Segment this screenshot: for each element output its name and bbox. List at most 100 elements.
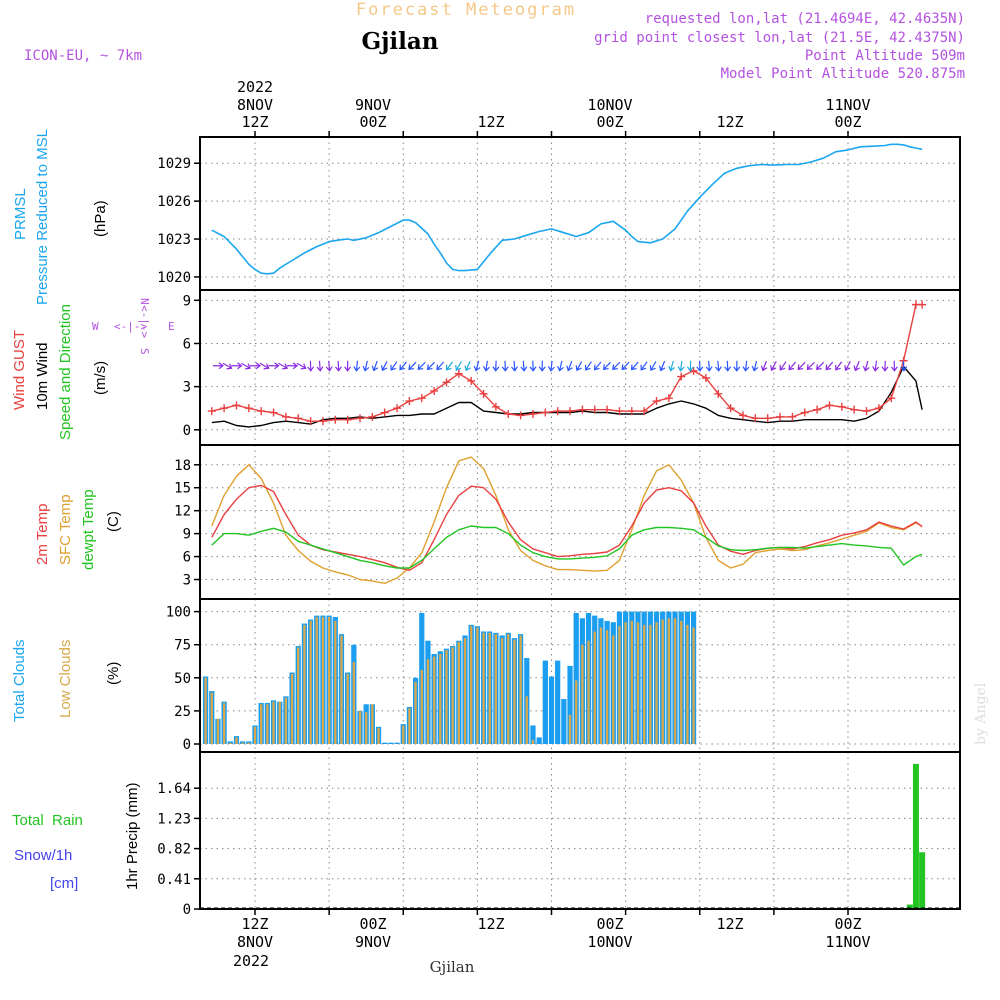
wind-direction-arrow [511, 360, 519, 372]
gust-marker-16 [405, 397, 414, 406]
temperature-ytick-label-3: 12 [174, 504, 191, 520]
low-cloud-bar-24 [327, 616, 331, 744]
gust-marker-23 [491, 402, 500, 411]
low-cloud-bar-5 [210, 692, 213, 744]
top-date-label-0: 8NOV [237, 96, 273, 114]
wind-direction-arrow [222, 362, 233, 370]
wind-direction-arrow [593, 361, 602, 371]
gust-marker-53 [862, 407, 871, 416]
low-cloud-bar-50 [488, 632, 491, 744]
total-cloud-bar-11 [246, 741, 252, 744]
pressure-frame [199, 136, 961, 291]
gust-marker-10 [331, 415, 340, 424]
total-rain-label: Total Rain [12, 812, 83, 829]
low-cloud-bar-37 [408, 708, 411, 744]
gust-marker-6 [281, 412, 290, 421]
wind-direction-arrow [390, 361, 398, 371]
temperature-ytick-label-1: 6 [183, 550, 191, 566]
prmsl-label: PRMSL [12, 188, 29, 240]
gust-marker-26 [528, 409, 537, 418]
low-cloud-bar-25 [334, 620, 337, 744]
pressure-line [211, 143, 923, 275]
low-cloud-bar-40 [426, 659, 430, 744]
bottom-date-label-5: 11NOV [825, 933, 870, 951]
wind-direction-arrow [250, 362, 262, 370]
wind-direction-arrow [231, 362, 243, 370]
gust-marker-34 [627, 407, 636, 416]
wind-direction-arrow [696, 360, 704, 372]
gust-marker-37 [664, 394, 673, 403]
data-layer [200, 143, 960, 910]
gust-marker-43 [738, 411, 747, 420]
low-cloud-bar-38 [414, 681, 417, 744]
wind-direction-arrow [445, 361, 454, 371]
gust-marker-21 [467, 376, 476, 385]
wind-gust-label: Wind GUST [11, 330, 28, 410]
wind-direction-arrow [835, 361, 843, 371]
low-cloud-bar-19 [297, 647, 300, 744]
total-cloud-bar-58 [536, 737, 542, 744]
low-cloud-bar-9 [235, 737, 238, 744]
compass-n: N [138, 298, 151, 305]
low-cloud-bar-68 [599, 627, 603, 744]
clouds-ytick-label-2: 50 [174, 671, 191, 687]
compass-s: S [138, 348, 151, 355]
low-cloud-bar-6 [216, 718, 220, 744]
low-cloud-bar-79 [667, 618, 671, 744]
bottom-hour-label-4: 12Z [716, 915, 743, 933]
wind-direction-arrow [362, 360, 370, 372]
bottom-date-label-3: 10NOV [587, 933, 632, 951]
wind-direction-arrow [268, 362, 280, 370]
wind-direction-arrow [797, 361, 806, 371]
wind-direction-arrow [259, 362, 270, 370]
wind-direction-arrow [426, 361, 435, 371]
wind-direction-arrow [649, 361, 657, 371]
total-cloud-bar-60 [548, 676, 555, 744]
wind-direction-arrow [408, 361, 417, 371]
low-cloud-bar-39 [420, 669, 423, 744]
pressure-msl-label: Pressure Reduced to MSL [34, 129, 51, 305]
gust-marker-7 [294, 414, 303, 423]
precip-ytick-label-3: 1.23 [157, 811, 191, 827]
low-cloud-bar-12 [253, 726, 257, 744]
wind-direction-arrow [751, 360, 759, 372]
low-cloud-bar-28 [352, 661, 355, 744]
low-cloud-bar-11 [247, 742, 250, 744]
wind-direction-arrow [705, 360, 713, 372]
gust-marker-55 [887, 394, 896, 403]
wind-unit-label: (m/s) [92, 361, 109, 395]
gust-marker-1 [220, 404, 229, 413]
bottom-time-axis: 12Z 8NOV 2022 00Z 9NOV 12Z 00Z 10NOV 12Z… [233, 915, 871, 970]
low-cloud-bar-31 [371, 704, 374, 744]
gust-marker-40 [701, 374, 710, 383]
wind-direction-arrow [881, 360, 889, 372]
temperature-ytick-label-0: 3 [183, 573, 191, 589]
pressure-unit-label: (hPa) [92, 200, 109, 237]
gust-marker-18 [430, 386, 439, 395]
temp-unit-label: (C) [105, 511, 122, 532]
clouds-ytick-label-0: 0 [183, 737, 191, 753]
bottom-hour-label-2: 12Z [477, 915, 504, 933]
precip-ytick-label-1: 0.41 [157, 872, 191, 888]
compass-w: W [92, 320, 99, 333]
temperature-ytick-label-2: 9 [183, 527, 191, 543]
gust-marker-14 [380, 408, 389, 417]
low-cloud-bar-83 [692, 627, 695, 744]
gust-marker-52 [850, 405, 859, 414]
low-cloud-bar-49 [482, 632, 485, 744]
gust-marker-2 [232, 401, 241, 410]
wind-direction-arrow [520, 360, 528, 372]
top-year-label: 2022 [237, 78, 273, 96]
low-cloud-bar-16 [278, 701, 281, 744]
gust-marker-51 [837, 402, 846, 411]
compass-e: E [168, 320, 175, 333]
low-cloud-bar-10 [241, 742, 244, 744]
wind-ytick-label-0: 0 [183, 423, 191, 439]
chart-title: Forecast Meteogram [356, 0, 576, 20]
wind-direction-arrow [612, 361, 621, 371]
gust-marker-30 [578, 405, 587, 414]
low-cloud-bar-63 [568, 714, 572, 744]
low-cloud-bar-81 [680, 620, 683, 744]
total-clouds-label: Total Clouds [11, 639, 28, 722]
gust-marker-20 [454, 369, 463, 378]
